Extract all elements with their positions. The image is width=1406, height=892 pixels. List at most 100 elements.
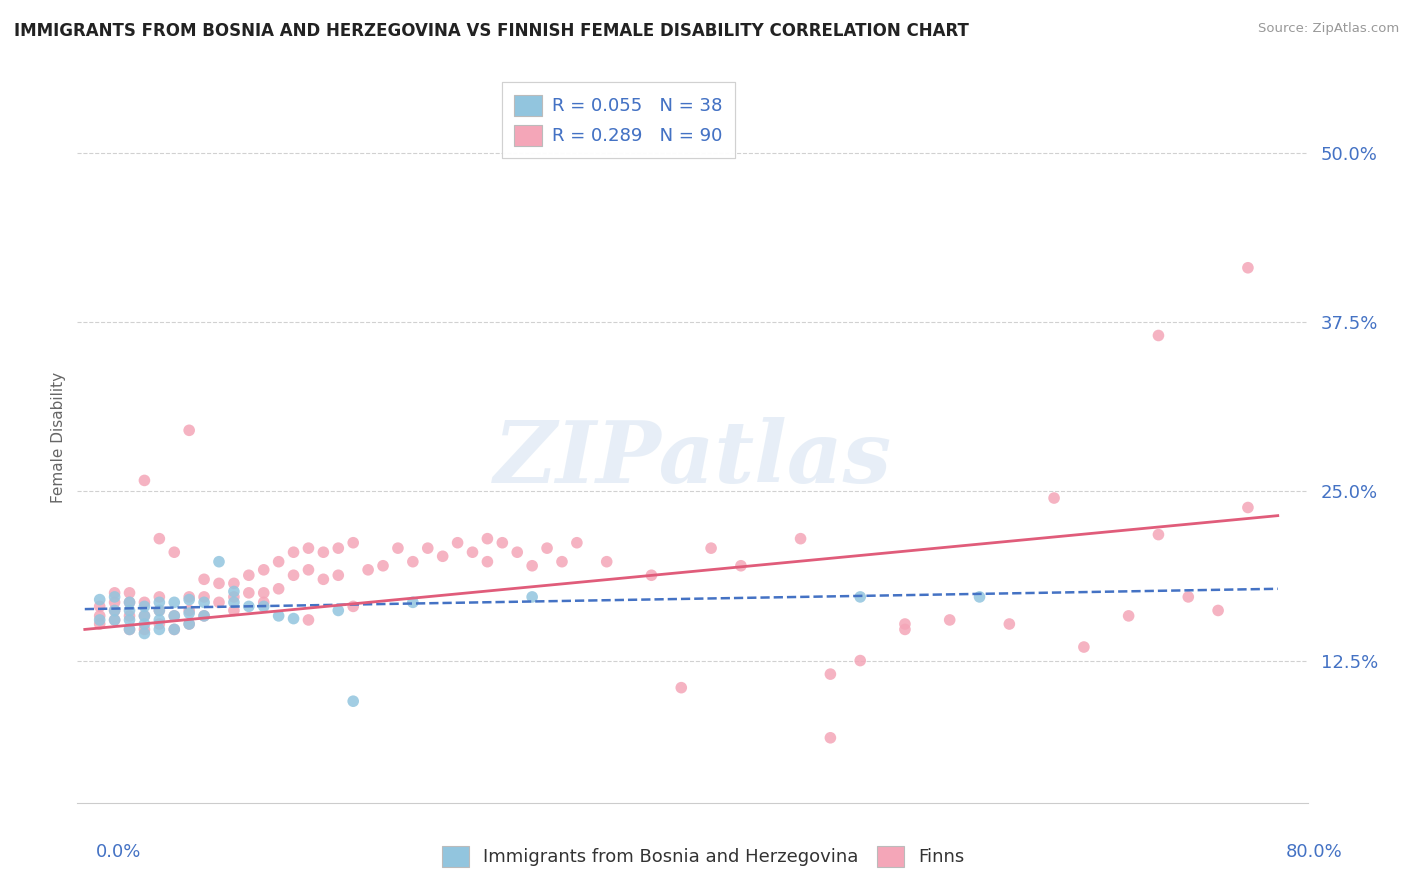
Point bbox=[297, 563, 319, 577]
Point bbox=[328, 603, 350, 617]
Point bbox=[193, 590, 215, 604]
Point bbox=[208, 576, 231, 591]
Legend: Immigrants from Bosnia and Herzegovina, Finns: Immigrants from Bosnia and Herzegovina, … bbox=[434, 838, 972, 874]
Point bbox=[222, 590, 245, 604]
Point bbox=[179, 590, 201, 604]
Point bbox=[118, 595, 141, 609]
Point bbox=[283, 568, 305, 582]
Point bbox=[134, 617, 156, 632]
Point bbox=[506, 545, 529, 559]
Point bbox=[134, 626, 156, 640]
Text: Source: ZipAtlas.com: Source: ZipAtlas.com bbox=[1258, 22, 1399, 36]
Point bbox=[208, 555, 231, 569]
Point bbox=[551, 555, 574, 569]
Point bbox=[371, 558, 394, 573]
Text: 0.0%: 0.0% bbox=[96, 843, 141, 861]
Point bbox=[179, 423, 201, 437]
Point bbox=[253, 595, 276, 609]
Point bbox=[148, 532, 170, 546]
Y-axis label: Female Disability: Female Disability bbox=[51, 371, 66, 503]
Point bbox=[238, 586, 260, 600]
Point bbox=[253, 586, 276, 600]
Point bbox=[1237, 500, 1260, 515]
Point bbox=[148, 603, 170, 617]
Point bbox=[820, 667, 842, 681]
Point bbox=[342, 535, 364, 549]
Point bbox=[193, 608, 215, 623]
Point bbox=[163, 623, 186, 637]
Point bbox=[1237, 260, 1260, 275]
Point bbox=[118, 586, 141, 600]
Point bbox=[297, 541, 319, 556]
Point bbox=[104, 603, 127, 617]
Point bbox=[461, 545, 484, 559]
Point bbox=[969, 590, 991, 604]
Point bbox=[134, 595, 156, 609]
Point bbox=[312, 545, 335, 559]
Point bbox=[640, 568, 662, 582]
Point bbox=[789, 532, 811, 546]
Point bbox=[179, 617, 201, 632]
Point bbox=[148, 603, 170, 617]
Point bbox=[89, 599, 111, 614]
Point bbox=[89, 592, 111, 607]
Point bbox=[730, 558, 752, 573]
Point bbox=[89, 608, 111, 623]
Point bbox=[148, 617, 170, 632]
Point bbox=[104, 590, 127, 604]
Point bbox=[134, 623, 156, 637]
Point bbox=[1206, 603, 1229, 617]
Point bbox=[208, 595, 231, 609]
Text: ZIPatlas: ZIPatlas bbox=[494, 417, 891, 500]
Point bbox=[267, 555, 290, 569]
Point bbox=[849, 654, 872, 668]
Point bbox=[134, 608, 156, 623]
Point bbox=[89, 613, 111, 627]
Point bbox=[342, 599, 364, 614]
Text: IMMIGRANTS FROM BOSNIA AND HERZEGOVINA VS FINNISH FEMALE DISABILITY CORRELATION : IMMIGRANTS FROM BOSNIA AND HERZEGOVINA V… bbox=[14, 22, 969, 40]
Point bbox=[134, 599, 156, 614]
Point bbox=[222, 576, 245, 591]
Point bbox=[148, 595, 170, 609]
Point bbox=[267, 582, 290, 596]
Point bbox=[134, 608, 156, 623]
Point bbox=[357, 563, 380, 577]
Point bbox=[104, 603, 127, 617]
Point bbox=[148, 623, 170, 637]
Point bbox=[118, 623, 141, 637]
Point bbox=[283, 545, 305, 559]
Point bbox=[118, 608, 141, 623]
Point bbox=[148, 613, 170, 627]
Point bbox=[193, 608, 215, 623]
Point bbox=[671, 681, 693, 695]
Point bbox=[402, 555, 425, 569]
Point bbox=[222, 595, 245, 609]
Point bbox=[253, 563, 276, 577]
Point bbox=[148, 590, 170, 604]
Point bbox=[1177, 590, 1199, 604]
Point bbox=[163, 623, 186, 637]
Point bbox=[491, 535, 513, 549]
Point bbox=[328, 541, 350, 556]
Point bbox=[312, 572, 335, 586]
Point bbox=[118, 603, 141, 617]
Point bbox=[267, 608, 290, 623]
Point bbox=[179, 606, 201, 620]
Point bbox=[1073, 640, 1095, 654]
Point bbox=[283, 611, 305, 625]
Point bbox=[849, 590, 872, 604]
Point bbox=[1043, 491, 1066, 505]
Point bbox=[222, 603, 245, 617]
Point bbox=[104, 586, 127, 600]
Legend: R = 0.055   N = 38, R = 0.289   N = 90: R = 0.055 N = 38, R = 0.289 N = 90 bbox=[502, 82, 735, 159]
Point bbox=[894, 617, 917, 632]
Point bbox=[253, 599, 276, 614]
Point bbox=[163, 595, 186, 609]
Point bbox=[700, 541, 723, 556]
Point bbox=[596, 555, 619, 569]
Text: 80.0%: 80.0% bbox=[1286, 843, 1343, 861]
Point bbox=[104, 613, 127, 627]
Point bbox=[998, 617, 1021, 632]
Point bbox=[163, 545, 186, 559]
Point bbox=[222, 584, 245, 599]
